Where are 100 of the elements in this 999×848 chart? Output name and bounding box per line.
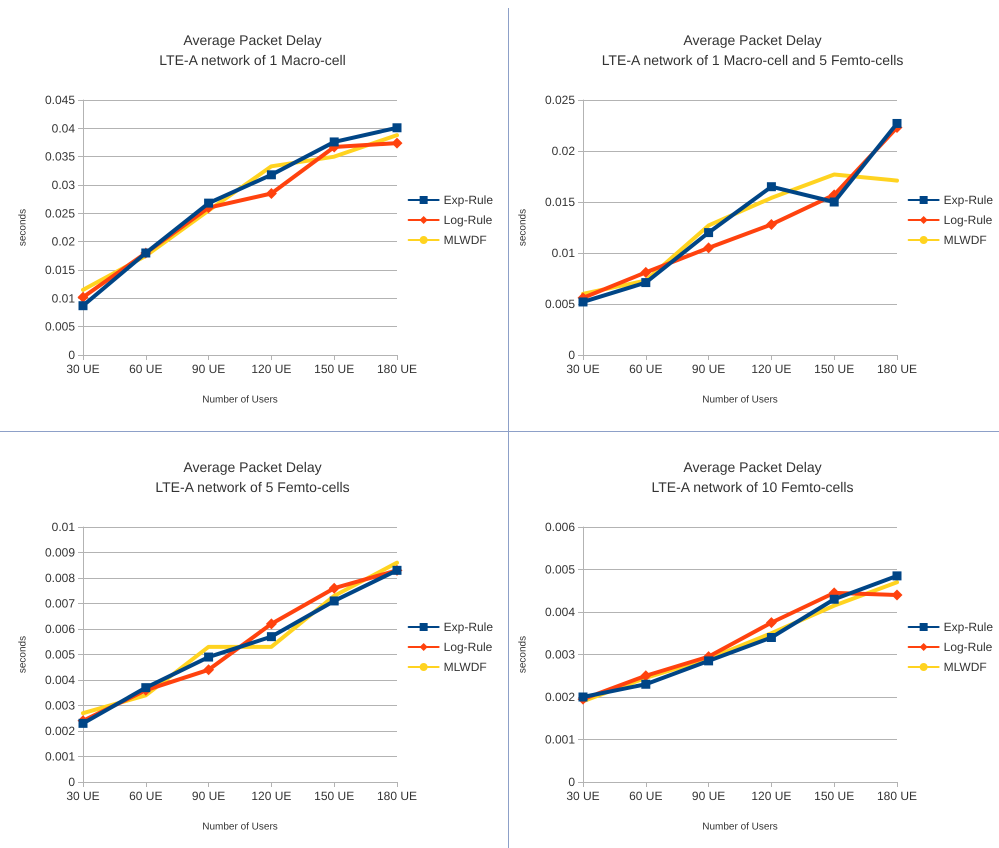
x-tick-label: 150 UE [814,362,854,376]
y-tick-label: 0.005 [544,297,576,311]
x-axis-title: Number of Users [702,822,778,832]
legend-label: MLWDF [944,660,987,674]
y-tick-label: 0.015 [544,195,576,209]
y-tick-label: 0.03 [52,178,76,192]
y-tick-label: 0 [568,348,576,362]
point [204,198,214,208]
x-tick-label: 30 UE [566,789,600,803]
x-tick-label: 90 UE [192,362,226,376]
y-tick-label: 0.02 [52,234,76,249]
y-axis-title: seconds [518,636,528,674]
point [141,683,150,692]
point [703,242,714,254]
y-axis-title: seconds [518,208,528,246]
y-tick-label: 0.015 [44,263,76,277]
y-tick-label: 0.003 [544,648,576,662]
y-tick-label: 0.045 [44,93,76,107]
x-tick-label: 120 UE [251,362,292,376]
x-tick-label: 90 UE [692,362,726,376]
chart-title: Average Packet Delay [683,459,822,475]
point [766,182,776,192]
x-tick-label: 180 UE [876,362,918,376]
chart-title: Average Packet Delay [683,32,822,48]
chart-subtitle: LTE-A network of 1 Macro-cell and 5 Femto-cells [602,52,904,68]
y-tick-label: 0.035 [44,150,76,164]
point [641,278,650,288]
point [640,266,652,278]
legend-label: Exp-Rule [444,620,494,634]
point [78,301,88,310]
x-tick-label: 60 UE [629,362,662,376]
y-tick-label: 0 [68,775,76,789]
y-tick-label: 0 [568,775,576,789]
x-tick-label: 150 UE [314,362,354,376]
x-tick-label: 60 UE [129,789,162,803]
x-tick-label: 120 UE [751,789,792,803]
point [266,632,276,642]
point [203,664,214,676]
point [766,218,777,230]
point [704,228,714,238]
y-tick-label: 0.002 [544,690,576,704]
y-tick-label: 0.025 [544,93,576,107]
x-axis-title: Number of Users [202,822,278,832]
y-tick-label: 0.001 [44,750,76,764]
legend-label: MLWDF [444,660,487,674]
point [266,188,277,199]
point [830,594,839,604]
point [330,137,339,146]
legend-label: Exp-Rule [944,620,994,634]
point [766,633,776,642]
x-tick-label: 180 UE [876,789,918,803]
point [766,617,777,628]
x-tick-label: 180 UE [376,789,418,803]
point [641,680,650,689]
chart-subtitle: LTE-A network of 10 Femto-cells [651,479,854,495]
chart-subtitle: LTE-A network of 1 Macro-cell [159,52,346,68]
legend-label: Log-Rule [444,213,493,227]
point [204,652,214,662]
point [78,292,88,303]
point [330,596,339,606]
x-tick-label: 30 UE [66,789,100,803]
y-tick-label: 0.001 [544,732,576,746]
y-tick-label: 0.01 [552,246,576,260]
legend-label: Log-Rule [444,640,493,654]
point [640,670,652,682]
x-tick-label: 120 UE [751,362,792,376]
x-tick-label: 120 UE [251,789,292,803]
legend-label: MLWDF [944,233,987,247]
point [892,571,902,580]
x-axis-title: Number of Users [202,394,278,406]
x-tick-label: 90 UE [192,789,226,803]
point [892,590,902,600]
point [704,656,714,666]
chart-title: Average Packet Delay [183,459,322,475]
point [266,170,276,180]
chart-title: Average Packet Delay [183,32,322,48]
y-tick-label: 0.006 [544,520,576,534]
legend-label: Exp-Rule [444,193,494,207]
y-tick-label: 0.01 [52,520,76,534]
point [328,582,340,594]
x-tick-label: 30 UE [566,362,600,376]
y-tick-label: 0.004 [544,605,576,619]
x-tick-label: 30 UE [66,362,100,376]
point [392,138,402,149]
x-tick-label: 150 UE [814,789,854,803]
y-tick-label: 0.003 [44,698,76,712]
y-tick-label: 0.004 [44,673,76,687]
x-tick-label: 60 UE [629,789,662,803]
y-tick-label: 0.006 [44,622,76,636]
x-axis-title: Number of Users [702,394,778,406]
y-tick-label: 0.005 [544,562,576,576]
y-tick-label: 0.009 [44,546,76,560]
legend-label: Log-Rule [944,213,993,227]
legend-label: MLWDF [444,233,487,247]
point [78,718,88,728]
x-tick-label: 60 UE [129,362,162,376]
point [892,118,902,128]
y-axis-title: seconds [18,208,28,246]
y-tick-label: 0 [68,348,76,362]
y-tick-label: 0.008 [44,571,76,585]
